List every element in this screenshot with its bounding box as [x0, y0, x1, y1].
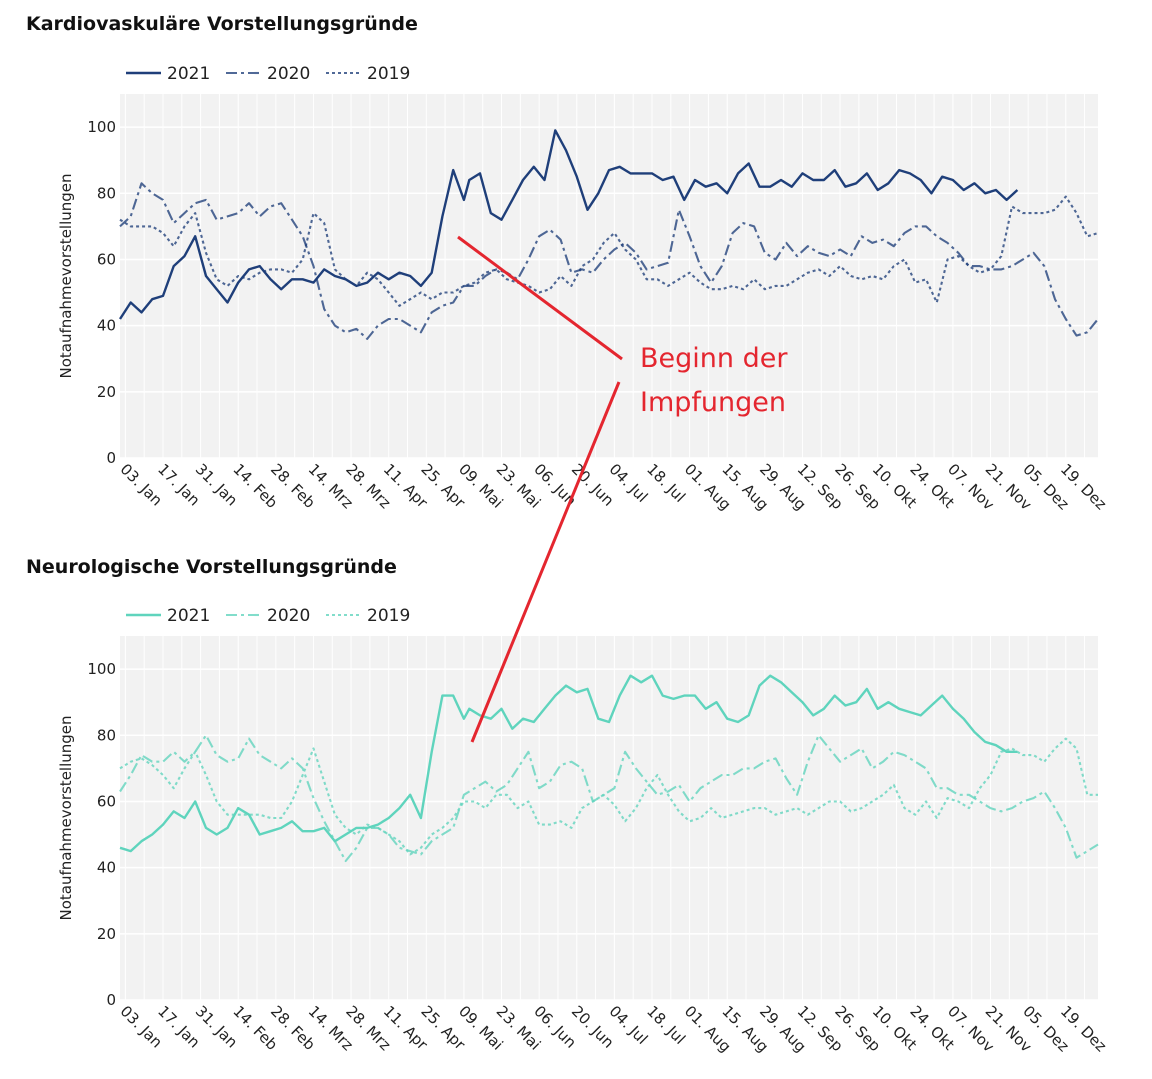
grid	[120, 636, 1098, 1001]
y-tick-label: 60	[97, 250, 116, 268]
y-tick-label: 60	[97, 792, 116, 810]
y-tick-label: 40	[97, 317, 116, 335]
y-tick-label: 100	[87, 660, 116, 678]
annotation-arrow-bottom	[470, 381, 621, 743]
annotation: Beginn der Impfungen	[457, 235, 788, 743]
series-line-2020	[119, 182, 1099, 340]
y-tick-label: 0	[106, 991, 116, 1009]
y-tick-label: 0	[106, 449, 116, 467]
series-line-2021	[119, 674, 1018, 853]
neuro-chart: Neurologische Vorstellungsgründe 2021 20…	[26, 556, 1110, 1056]
y-axis-label: Notaufnahmevorstellungen	[57, 173, 75, 378]
series-lines	[119, 674, 1099, 863]
legend-label-2020: 2020	[267, 64, 310, 84]
chart-title: Neurologische Vorstellungsgründe	[26, 556, 397, 578]
series-lines	[118, 129, 1099, 340]
y-tick-labels: 0 20 40 60 80 100	[87, 660, 116, 1009]
legend: 2021 2020 2019	[126, 64, 410, 84]
legend-label-2021: 2021	[167, 64, 210, 84]
series-line-2019	[119, 737, 1098, 856]
legend: 2021 2020 2019	[126, 606, 410, 626]
series-line-2021	[118, 129, 1019, 320]
y-tick-label: 100	[87, 118, 116, 136]
annotation-text-line2: Impfungen	[640, 387, 786, 418]
x-tick-label: 18. Jul	[643, 460, 689, 506]
y-axis-label: Notaufnahmevorstellungen	[57, 715, 75, 920]
y-tick-label: 20	[97, 925, 116, 943]
legend-label-2019: 2019	[367, 64, 410, 84]
plot-area	[120, 94, 1098, 458]
y-tick-label: 40	[97, 859, 116, 877]
chart-title: Kardiovaskuläre Vorstellungsgründe	[26, 13, 418, 35]
plot-area	[120, 636, 1098, 1000]
legend-label-2020: 2020	[267, 606, 310, 626]
y-tick-label: 80	[97, 184, 116, 202]
series-line-2020	[119, 734, 1099, 863]
y-tick-labels: 0 20 40 60 80 100	[87, 118, 116, 467]
y-tick-label: 20	[97, 383, 116, 401]
cardio-chart: Kardiovaskuläre Vorstellungsgründe 2021 …	[26, 13, 1110, 514]
annotation-arrow-top	[457, 235, 623, 361]
legend-label-2021: 2021	[167, 606, 210, 626]
x-tick-label: 18. Jul	[643, 1002, 689, 1048]
legend-label-2019: 2019	[367, 606, 410, 626]
grid	[120, 94, 1098, 459]
annotation-text-line1: Beginn der	[640, 343, 788, 374]
y-tick-label: 80	[97, 726, 116, 744]
series-line-2019	[119, 195, 1099, 307]
